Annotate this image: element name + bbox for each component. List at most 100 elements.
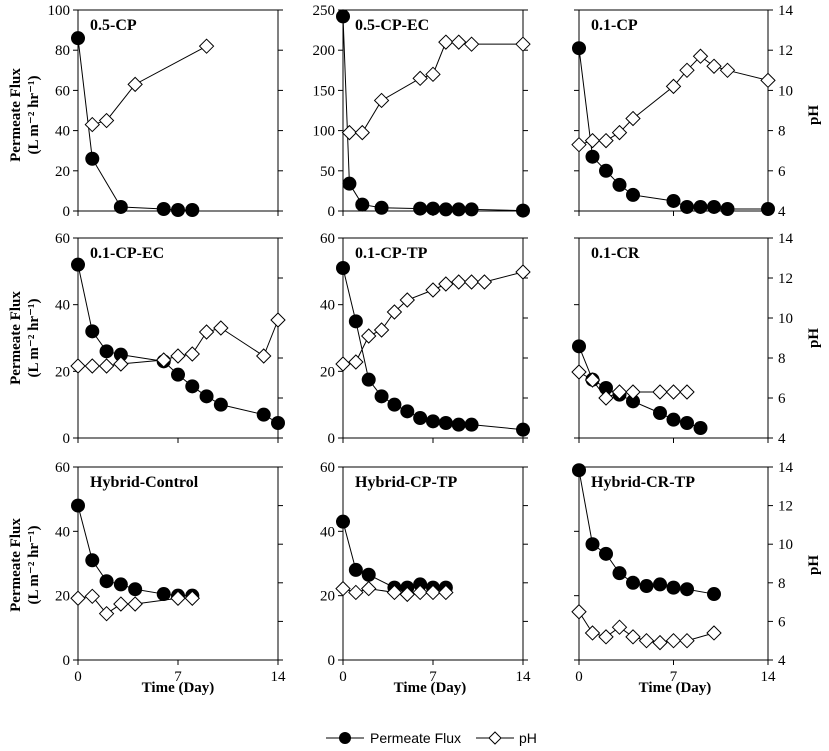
x-axis-label-col3: Time (Day) <box>639 680 712 696</box>
y2-tick-label: 10 <box>778 311 793 327</box>
flux-point <box>585 537 600 552</box>
ph-point <box>679 632 695 649</box>
ph-point <box>270 312 286 328</box>
ph-point <box>598 132 614 149</box>
flux-point <box>464 417 479 432</box>
legend-ph-label: pH <box>519 730 537 746</box>
ph-point <box>625 110 641 127</box>
x-axis-label-col1: Time (Day) <box>142 680 215 696</box>
flux-point <box>413 411 428 425</box>
plot-frame <box>342 9 524 212</box>
flux-point <box>336 514 350 529</box>
y-tick-label: 40 <box>320 524 335 540</box>
flux-point <box>355 197 370 212</box>
plot-frame <box>77 466 279 661</box>
flux-point <box>71 498 85 513</box>
flux-point <box>438 202 453 217</box>
ph-point <box>348 354 364 370</box>
ph-point <box>451 274 467 290</box>
ph-point <box>515 36 531 52</box>
panels-layer: 0.5-CP0204060801000.5-CP-EC0501001502002… <box>48 3 794 685</box>
panel-title: 0.5-CP-EC <box>355 17 429 34</box>
flux-point <box>707 587 721 602</box>
ph-point <box>127 596 143 612</box>
x-tick-label: 7 <box>670 669 678 685</box>
plot-frame <box>578 237 769 439</box>
flux-point <box>516 203 530 218</box>
flux-point <box>361 372 376 387</box>
flux-point <box>693 421 708 435</box>
ph-point <box>361 580 377 597</box>
ph-point <box>113 596 129 612</box>
flux-point <box>451 202 466 217</box>
y-axis-label-left-row1-line2: (L m⁻² hr⁻¹) <box>26 76 42 155</box>
ph-point <box>652 384 668 400</box>
y2-tick-label: 12 <box>778 43 793 59</box>
ph-point <box>98 358 115 374</box>
flux-point <box>113 577 128 592</box>
flux-point <box>680 416 694 430</box>
ph-point <box>463 274 480 290</box>
y2-tick-label: 14 <box>778 231 794 247</box>
y-axis-label-right-row3: pH <box>806 555 822 575</box>
ph-point <box>341 124 358 141</box>
ph-point <box>170 348 186 364</box>
x-tick-label: 7 <box>174 669 182 685</box>
x-tick-label: 7 <box>429 669 437 685</box>
ph-point <box>425 66 441 83</box>
series-ph <box>571 364 695 406</box>
panel-3: 0.1-CP 4 6 8 10 12 14 <box>571 3 794 220</box>
ph-point <box>412 70 428 87</box>
ph-point <box>665 632 682 649</box>
flux-line <box>342 16 524 212</box>
flux-point <box>213 397 228 412</box>
panel-1: 0.5-CP 0 20 40 60 80 100 <box>48 3 283 220</box>
y-tick-label: 40 <box>55 124 70 140</box>
ph-point <box>70 590 86 606</box>
flux-point <box>572 463 586 478</box>
ph-point <box>679 384 695 400</box>
series-ph <box>70 312 286 374</box>
ph-point <box>425 282 441 298</box>
ph-point <box>760 72 776 89</box>
ph-point <box>386 584 403 601</box>
flux-point <box>438 416 453 430</box>
flux-line <box>77 264 279 424</box>
ph-point <box>665 384 682 400</box>
ph-line <box>349 41 523 134</box>
ph-point <box>335 356 351 372</box>
y-axis-label-left-row2-line2: (L m⁻² hr⁻¹) <box>26 299 42 378</box>
panel-4: 0.1-CP-EC 0 20 40 60 <box>55 231 286 447</box>
x-tick-label: 0 <box>74 669 82 685</box>
ph-point <box>98 605 115 622</box>
ph-point <box>625 384 641 400</box>
flux-point <box>171 367 185 382</box>
y-tick-label: 0 <box>63 204 71 220</box>
y2-tick-label: 14 <box>778 460 794 476</box>
flux-point <box>336 261 350 275</box>
ph-line <box>578 55 769 146</box>
flux-point <box>71 257 85 272</box>
flux-line <box>578 48 768 210</box>
flux-point <box>199 389 214 404</box>
flux-line <box>342 521 446 589</box>
ph-point <box>399 586 415 603</box>
ph-point <box>679 62 695 79</box>
ph-point <box>611 384 628 400</box>
flux-point <box>185 202 200 217</box>
flux-point <box>348 314 363 329</box>
flux-point <box>99 344 114 359</box>
ph-point <box>198 38 215 54</box>
flux-point <box>342 176 357 191</box>
series-ph <box>70 588 200 622</box>
ph-point <box>84 588 100 605</box>
plot-frame <box>77 9 279 212</box>
flux-point <box>572 339 586 354</box>
y-tick-label: 60 <box>55 231 70 247</box>
y2-tick-label: 12 <box>778 271 793 287</box>
flux-point <box>413 577 428 592</box>
ph-point <box>625 629 641 645</box>
y2-tick-label: 14 <box>778 3 794 19</box>
y-tick-label: 40 <box>55 298 70 314</box>
y-axis-label-left-row3-line1: Permeate Flux <box>8 518 24 612</box>
